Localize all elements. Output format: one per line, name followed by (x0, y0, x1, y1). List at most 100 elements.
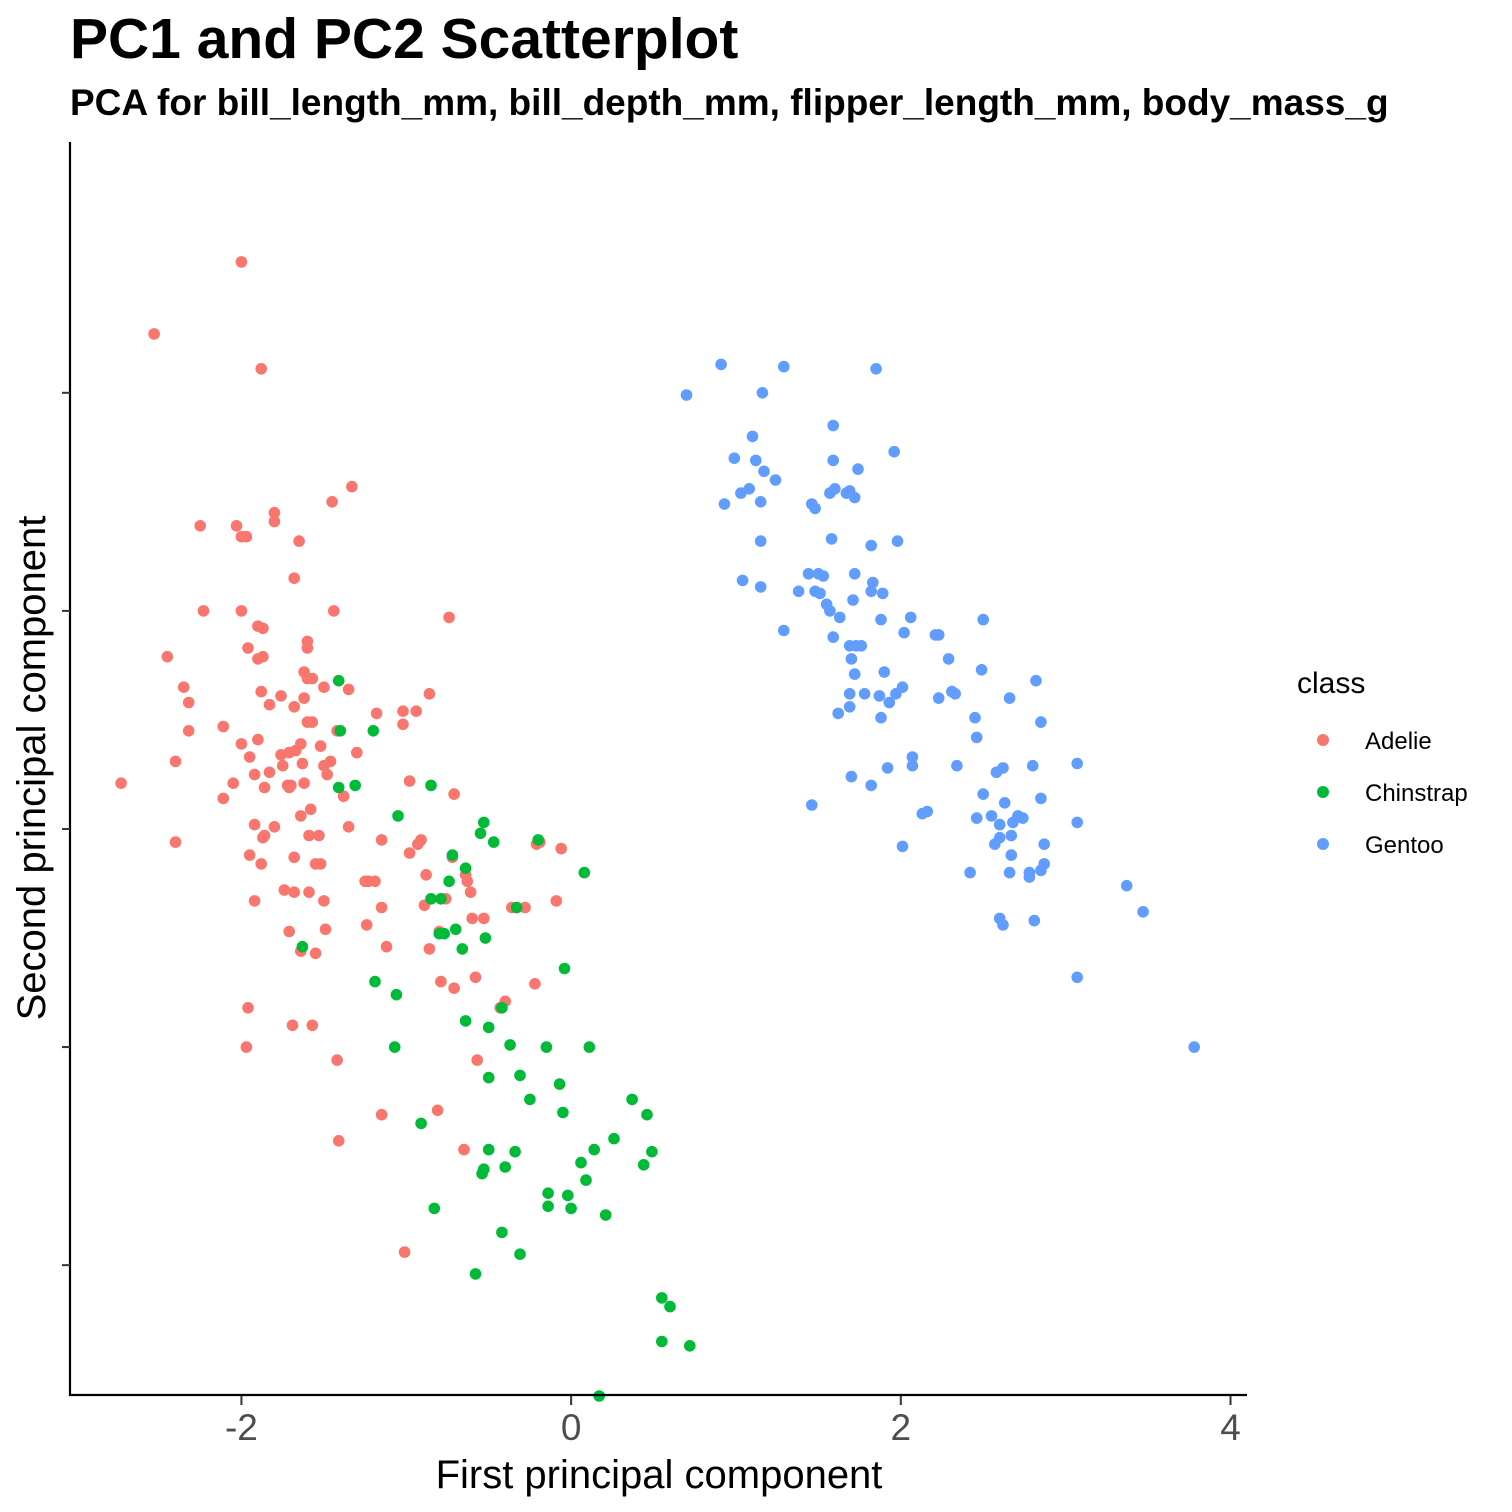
point-gentoo (896, 840, 909, 853)
point-adelie (362, 875, 375, 888)
point-gentoo (792, 585, 805, 598)
point-adelie (288, 701, 301, 713)
point-adelie (197, 605, 210, 617)
point-adelie (309, 947, 322, 960)
point-adelie (278, 884, 291, 896)
point-chinstrap (509, 1145, 521, 1158)
point-gentoo (728, 452, 741, 465)
point-gentoo (715, 358, 727, 371)
point-adelie (303, 829, 315, 842)
chart-title: PC1 and PC2 Scatterplot (70, 7, 739, 71)
point-gentoo (1035, 864, 1047, 877)
point-adelie (286, 1019, 299, 1032)
point-adelie (298, 777, 310, 789)
point-chinstrap (443, 875, 455, 888)
point-adelie (304, 803, 317, 816)
point-adelie (235, 605, 248, 617)
point-chinstrap (449, 923, 462, 936)
point-gentoo (754, 581, 767, 593)
point-adelie (296, 757, 309, 770)
point-adelie (550, 895, 563, 907)
y-axis-title: Second principal component (10, 516, 54, 1021)
point-gentoo (1188, 1041, 1200, 1053)
point-gentoo (829, 483, 841, 495)
point-chinstrap (588, 1143, 600, 1156)
point-gentoo (949, 688, 961, 700)
point-adelie (306, 1019, 319, 1032)
point-adelie (252, 733, 264, 746)
point-adelie (318, 895, 330, 907)
point-gentoo (998, 797, 1011, 809)
point-adelie (351, 746, 363, 759)
point-adelie (555, 842, 567, 855)
point-adelie (370, 707, 383, 720)
point-adelie (397, 705, 409, 717)
point-gentoo (843, 701, 856, 713)
point-gentoo (867, 576, 879, 589)
point-adelie (255, 363, 267, 375)
point-chinstrap (664, 1300, 676, 1313)
point-chinstrap (565, 1202, 577, 1215)
point-chinstrap (469, 1268, 482, 1280)
point-adelie (420, 869, 432, 881)
point-gentoo (993, 831, 1006, 844)
point-gentoo (778, 624, 790, 637)
point-adelie (257, 622, 269, 635)
point-gentoo (875, 711, 887, 724)
point-chinstrap (514, 1248, 526, 1260)
point-chinstrap (510, 901, 523, 914)
point-adelie (263, 766, 276, 779)
point-chinstrap (684, 1340, 696, 1352)
legend-key-gentoo (1317, 838, 1329, 850)
point-adelie (258, 781, 271, 794)
point-chinstrap (425, 779, 437, 792)
point-adelie (380, 940, 393, 953)
point-gentoo (824, 605, 836, 617)
point-adelie (182, 696, 195, 709)
point-adelie (182, 725, 195, 737)
point-gentoo (848, 491, 861, 504)
point-chinstrap (388, 1041, 401, 1053)
point-adelie (403, 847, 416, 859)
point-chinstrap (474, 827, 487, 840)
point-chinstrap (482, 1021, 495, 1034)
point-chinstrap (482, 1071, 495, 1084)
point-gentoo (865, 585, 877, 598)
point-gentoo (906, 759, 919, 772)
point-adelie (337, 790, 350, 803)
point-gentoo (997, 762, 1009, 774)
point-adelie (397, 718, 409, 731)
point-gentoo (1017, 812, 1029, 824)
x-tick-label: 0 (561, 1407, 582, 1448)
point-adelie (148, 328, 160, 340)
point-gentoo (827, 631, 839, 643)
point-gentoo (845, 770, 858, 783)
x-axis-title: First principal component (436, 1453, 883, 1497)
point-gentoo (843, 688, 856, 700)
point-gentoo (736, 574, 749, 587)
point-adelie (318, 759, 330, 772)
point-adelie (177, 681, 190, 693)
point-chinstrap (626, 1093, 638, 1106)
point-chinstrap (557, 1106, 569, 1119)
point-gentoo (942, 653, 955, 665)
point-gentoo (875, 613, 887, 626)
point-chinstrap (415, 1117, 427, 1130)
point-adelie (478, 912, 490, 925)
point-gentoo (1003, 866, 1016, 879)
point-adelie (443, 611, 455, 624)
point-gentoo (834, 611, 846, 624)
point-adelie (288, 851, 301, 864)
point-gentoo (825, 533, 838, 545)
point-gentoo (985, 810, 998, 822)
point-chinstrap (532, 834, 544, 846)
point-gentoo (1038, 838, 1050, 850)
point-gentoo (758, 465, 770, 478)
legend-label-adelie: Adelie (1365, 728, 1432, 755)
point-chinstrap (499, 1161, 512, 1173)
point-gentoo (1030, 674, 1042, 687)
point-adelie (169, 755, 182, 768)
point-gentoo (756, 387, 769, 399)
point-gentoo (890, 688, 902, 700)
point-chinstrap (656, 1335, 668, 1348)
